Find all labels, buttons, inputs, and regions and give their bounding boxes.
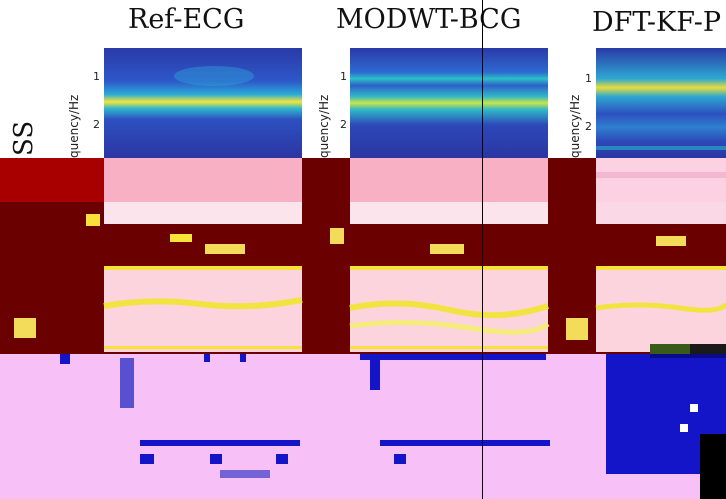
spectrogram-dft-kf xyxy=(596,48,726,158)
column-title-modwt-bcg: MODWT-BCG xyxy=(336,4,522,35)
spectrogram-ref-ecg xyxy=(104,48,302,158)
tick-2-col2: 2 xyxy=(340,118,347,131)
corrupted-bottom-band xyxy=(0,354,726,499)
spectrogram-modwt-bcg xyxy=(350,48,548,158)
tick-2-col1: 2 xyxy=(93,118,100,131)
column-title-dft-kf: DFT-KF-P xyxy=(592,7,722,38)
tick-1-col2: 1 xyxy=(340,70,347,83)
y-axis-label-1: quency/Hz xyxy=(67,94,81,158)
tick-1-col3: 1 xyxy=(585,72,592,85)
row-label-ss: SS xyxy=(9,120,39,156)
tick-2-col3: 2 xyxy=(585,120,592,133)
tick-1-col1: 1 xyxy=(93,70,100,83)
y-axis-label-2: quency/Hz xyxy=(317,94,331,158)
y-axis-label-3: quency/Hz xyxy=(568,94,582,158)
vertical-divider xyxy=(482,0,483,499)
column-title-ref-ecg: Ref-ECG xyxy=(128,4,245,35)
corrupted-middle-band xyxy=(0,158,726,354)
